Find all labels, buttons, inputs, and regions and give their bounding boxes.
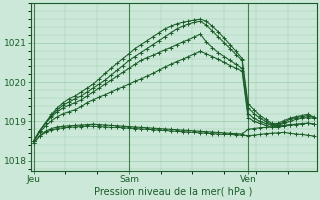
X-axis label: Pression niveau de la mer( hPa ): Pression niveau de la mer( hPa ) [94, 187, 253, 197]
